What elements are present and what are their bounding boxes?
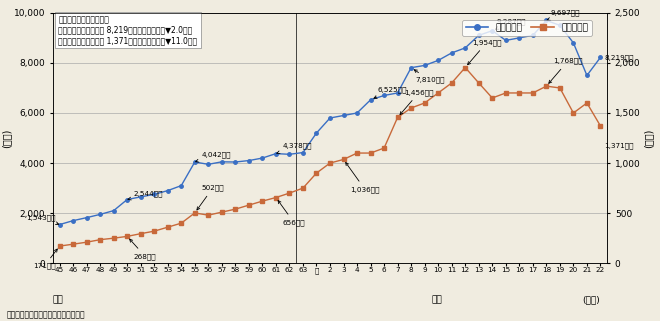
Text: 1,543万人: 1,543万人: [26, 214, 59, 225]
Text: 7,810万人: 7,810万人: [414, 70, 445, 83]
Text: 1,371万人: 1,371万人: [605, 143, 634, 149]
Text: 502万人: 502万人: [197, 185, 224, 210]
Text: 平成２２年度航空旅客数
国内旅客数（左目盛） 8,219万人（対前年度比▼2.0％）
国際旅客数（右目盛） 1,371万人（対前年度比▼11.0％）: 平成２２年度航空旅客数 国内旅客数（左目盛） 8,219万人（対前年度比▼2.0…: [58, 15, 197, 45]
Text: 4,378万人: 4,378万人: [277, 143, 312, 154]
Text: 1,036万人: 1,036万人: [346, 162, 380, 193]
Text: 6,525万人: 6,525万人: [374, 87, 407, 98]
Text: 9,287万人: 9,287万人: [496, 19, 526, 29]
Y-axis label: (万人): (万人): [644, 128, 653, 148]
Text: 1,768万人: 1,768万人: [548, 58, 583, 83]
Text: 656万人: 656万人: [278, 201, 306, 226]
Text: 1,954万人: 1,954万人: [468, 39, 502, 65]
Text: (年度): (年度): [583, 296, 601, 305]
Text: 2,544万人: 2,544万人: [128, 191, 164, 200]
Text: 4,042万人: 4,042万人: [195, 151, 231, 162]
Y-axis label: (万人): (万人): [1, 128, 11, 148]
Text: 資料）「航空輸送統計年報」より作成: 資料）「航空輸送統計年報」より作成: [7, 310, 85, 319]
Text: 1,456万人: 1,456万人: [400, 89, 434, 115]
Text: 9,697万人: 9,697万人: [547, 10, 580, 20]
Text: 268万人: 268万人: [129, 239, 156, 260]
Text: 昭和: 昭和: [53, 296, 63, 305]
Text: 平成: 平成: [432, 296, 442, 305]
Text: 171万人: 171万人: [33, 249, 57, 269]
Legend: 国内旅客数, 国際旅客数: 国内旅客数, 国際旅客数: [462, 20, 591, 36]
Text: 8,219万人: 8,219万人: [605, 54, 634, 61]
